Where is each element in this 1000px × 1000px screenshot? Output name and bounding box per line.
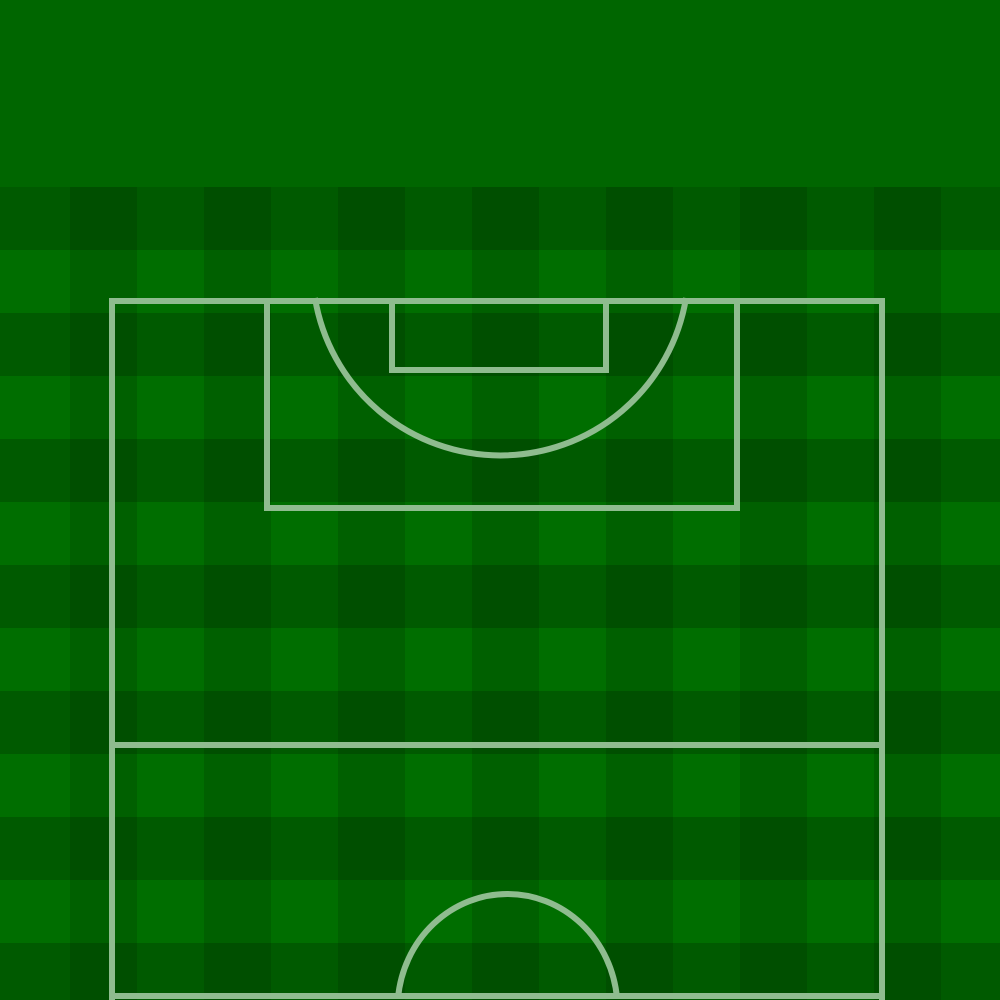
top-band bbox=[0, 0, 1000, 187]
turf-column-shade bbox=[204, 187, 271, 1000]
turf-row-stripe bbox=[0, 313, 1000, 376]
turf-row-stripe bbox=[0, 565, 1000, 628]
turf-column-shade bbox=[472, 187, 539, 1000]
turf-row-stripe bbox=[0, 754, 1000, 817]
center-circle-arc bbox=[395, 890, 620, 999]
turf-column-shade bbox=[606, 187, 673, 1000]
goal-area bbox=[389, 298, 609, 373]
penalty-arc bbox=[312, 297, 689, 459]
turf-row-stripe bbox=[0, 439, 1000, 502]
turf-pattern bbox=[0, 187, 1000, 1000]
turf-column-shade bbox=[70, 187, 137, 1000]
turf-column-shade bbox=[740, 187, 807, 1000]
turf-row-stripe bbox=[0, 628, 1000, 691]
turf-row-stripe bbox=[0, 817, 1000, 880]
turf-row-stripe bbox=[0, 187, 1000, 250]
turf-row-stripe bbox=[0, 943, 1000, 1000]
turf-row-stripe bbox=[0, 376, 1000, 439]
turf-column-shade bbox=[874, 187, 941, 1000]
pitch-markings bbox=[109, 297, 885, 1000]
turf-row-stripe bbox=[0, 880, 1000, 943]
turf-row-stripe bbox=[0, 502, 1000, 565]
